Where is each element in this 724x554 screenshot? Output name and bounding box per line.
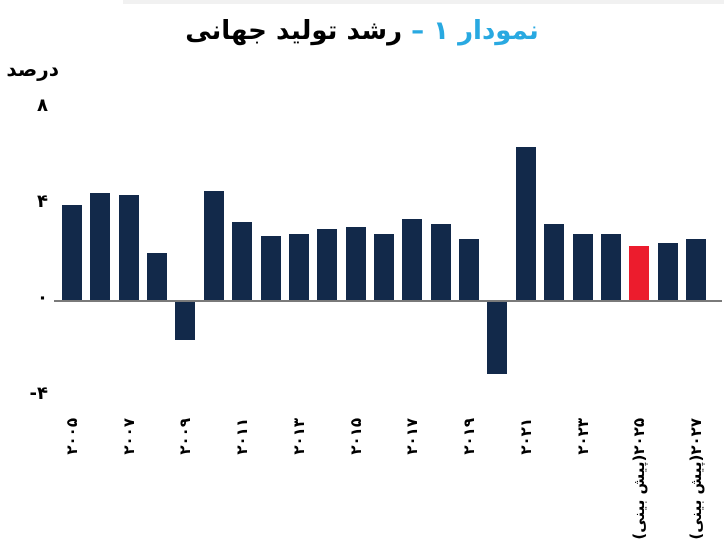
- x-axis-zero-line: [54, 300, 722, 302]
- x-tick-label-2017: ۲۰۱۷: [403, 418, 422, 455]
- x-tick-label-2023: ۲۰۲۳: [573, 418, 592, 455]
- bar-2016: [374, 233, 394, 301]
- chart-title-number: نمودار ۱ –: [411, 16, 539, 46]
- x-tick-label-2009: ۲۰۰۹: [176, 418, 195, 455]
- x-tick-label-2007: ۲۰۰۷: [119, 418, 138, 455]
- bar-2005: [62, 205, 82, 301]
- bar-2015: [345, 226, 366, 301]
- bar-2006: [90, 193, 111, 301]
- bar-2013: [288, 233, 309, 301]
- bar-2021: [515, 147, 536, 301]
- bar-2020: [487, 302, 508, 374]
- y-tick-label-8: ۸: [37, 95, 48, 116]
- x-tick-label-2027: ۲۰۲۷(پیش بینی): [686, 418, 705, 540]
- x-tick-label-2021: ۲۰۲۱: [516, 418, 535, 455]
- y-axis-unit-label: درصد: [6, 57, 59, 81]
- bar-2022: [544, 224, 565, 301]
- bar-2026: [657, 243, 678, 301]
- bar-2007: [118, 195, 139, 301]
- bar-2023: [572, 233, 593, 301]
- bar-2018: [430, 224, 451, 301]
- x-tick-label-2025: ۲۰۲۵(پیش بینی): [630, 418, 649, 540]
- bar-2014: [317, 229, 338, 301]
- bar-2017: [402, 219, 423, 301]
- bar-2025-forecast-highlight: [629, 245, 650, 301]
- x-tick-label-2015: ۲۰۱۵: [346, 418, 365, 455]
- bar-2019: [459, 238, 479, 301]
- page-edge-artifact: [123, 0, 724, 4]
- bar-2011: [232, 221, 253, 301]
- x-tick-label-2013: ۲۰۱۳: [289, 418, 308, 455]
- y-tick-label-4: ۴: [37, 191, 48, 212]
- bar-2024: [600, 233, 621, 301]
- y-tick-label--4: -۴: [29, 383, 48, 404]
- bar-2010: [203, 190, 224, 301]
- y-tick-label-0: ۰: [37, 287, 48, 308]
- bar-2012: [260, 236, 281, 301]
- x-tick-label-2011: ۲۰۱۱: [233, 418, 252, 455]
- x-tick-label-2019: ۲۰۱۹: [460, 418, 478, 455]
- bar-2009: [175, 302, 196, 341]
- bar-2008: [147, 253, 168, 301]
- chart-title-text: رشد تولید جهانی: [185, 16, 412, 46]
- x-tick-label-2005: ۲۰۰۵: [63, 418, 81, 455]
- bar-2027: [685, 238, 706, 301]
- chart-title: نمودار ۱ – رشد تولید جهانی: [0, 16, 724, 46]
